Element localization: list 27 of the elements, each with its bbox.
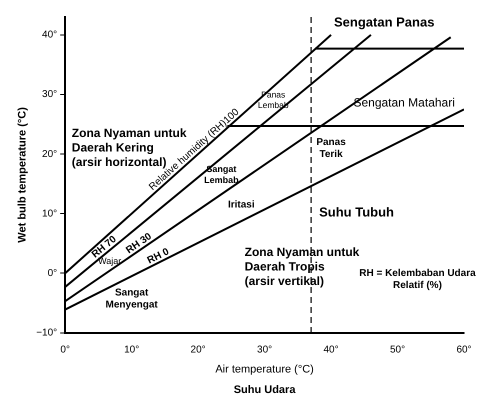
y-tick-label: 40° — [42, 30, 58, 41]
annotation: Wajar — [98, 256, 122, 266]
annotation: Panas Terik — [316, 136, 346, 160]
annotation: Sangat Menyengat — [106, 288, 158, 311]
y-tick-label: 30° — [42, 89, 58, 100]
x-tick-label: 20° — [190, 344, 206, 356]
annotation: Sangat Lembab — [204, 164, 240, 185]
y-tick-label: 0° — [48, 268, 58, 279]
x-tick-label: 40° — [323, 344, 339, 356]
annotation: Iritasi — [228, 199, 255, 210]
annotation: RH = Kelembaban Udara Relatif (%) — [359, 268, 476, 291]
x-tick-label: 50° — [390, 344, 406, 356]
y-tick-label: −10° — [36, 328, 58, 339]
ref-line-label: Suhu Tubuh — [319, 204, 394, 220]
annotation: Zona Nyaman untuk Daerah Tropis (arsir vertikal) — [244, 245, 360, 288]
x-tick-label: 30° — [257, 344, 272, 356]
x-tick-label: 10° — [124, 344, 140, 356]
annotation: Sengatan Panas — [334, 14, 434, 30]
y-tick-label: 20° — [42, 148, 58, 160]
x-tick-label: 0° — [60, 344, 70, 356]
annotation: Sengatan Matahari — [353, 96, 455, 110]
text: Suhu Udara — [234, 384, 296, 396]
x-axis-title: Air temperature (°C) — [215, 363, 314, 376]
text: RH 0 — [146, 246, 172, 266]
y-tick-label: 10° — [42, 208, 58, 220]
x-tick-label: 60° — [456, 344, 472, 356]
y-axis-title: Wet bulb temperature (°C) — [16, 106, 29, 243]
